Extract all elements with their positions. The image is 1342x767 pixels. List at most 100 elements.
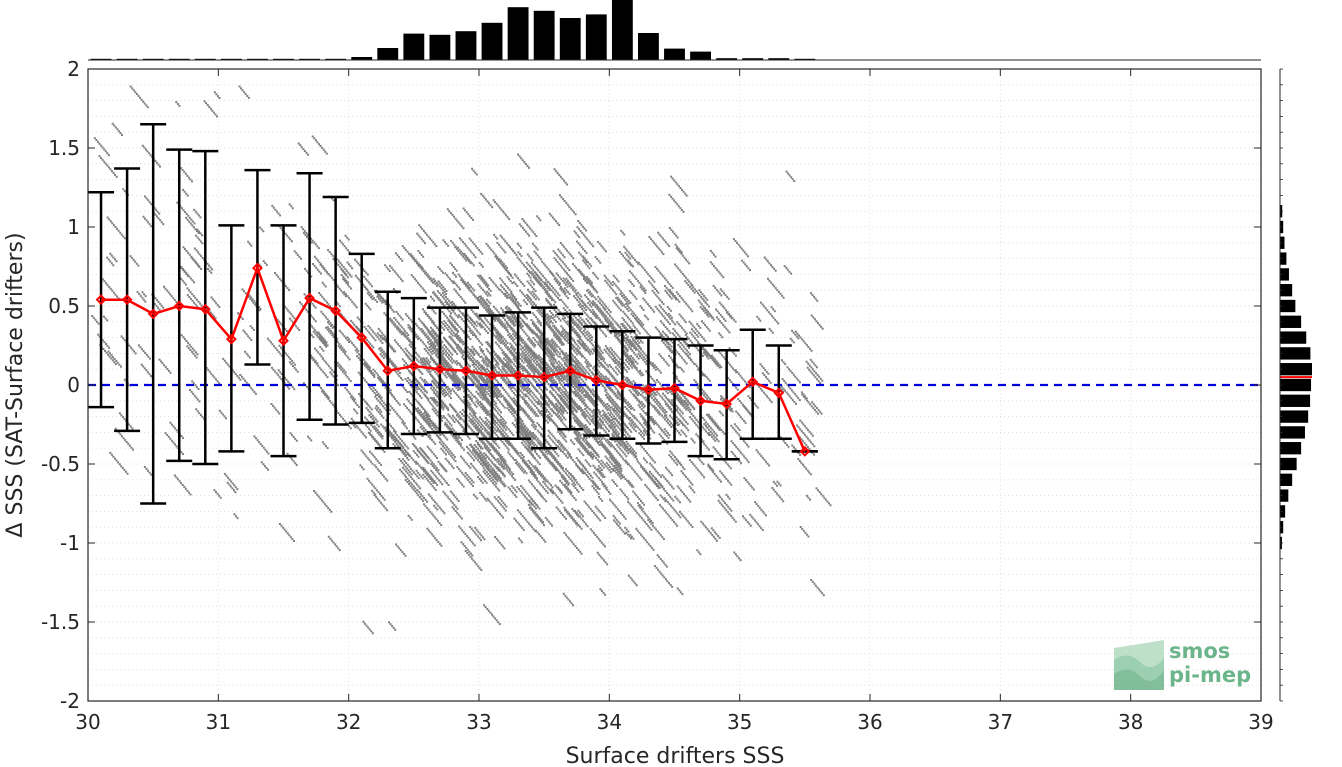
right-histogram-bar xyxy=(1280,410,1309,423)
mean-point xyxy=(669,382,680,394)
binned-mean-series xyxy=(95,262,811,457)
top-histogram-bar xyxy=(168,58,190,60)
right-histogram-bar xyxy=(1280,252,1287,265)
top-histogram-bar xyxy=(611,0,633,60)
top-histogram-bar xyxy=(716,58,738,60)
mean-point xyxy=(252,262,263,274)
right-marginal-histogram xyxy=(1280,68,1312,702)
right-histogram-bar xyxy=(1280,473,1293,486)
top-histogram-bar xyxy=(142,58,164,60)
x-axis-ticks: 30 31 32 33 34 35 36 37 38 39 xyxy=(75,69,1274,734)
mean-point xyxy=(695,395,706,407)
y-tick-label: 0 xyxy=(67,373,80,397)
right-histogram-bar xyxy=(1280,363,1312,376)
x-tick-label: 36 xyxy=(857,710,882,734)
mean-point xyxy=(747,376,759,388)
scatter-cloud xyxy=(91,85,832,635)
top-histogram-bar xyxy=(794,58,816,60)
right-histogram-bar xyxy=(1280,394,1311,407)
top-histogram-bar xyxy=(429,34,451,60)
top-histogram-bar xyxy=(638,33,659,60)
y-tick-label: -2 xyxy=(60,689,80,713)
mean-point xyxy=(408,360,420,372)
mean-point xyxy=(356,332,368,344)
top-histogram-bar xyxy=(481,22,503,60)
top-histogram-bar xyxy=(690,51,711,60)
mean-point xyxy=(95,294,107,306)
error-bar xyxy=(192,149,219,466)
logo-line2: pi-mep xyxy=(1169,663,1251,687)
top-histogram-bar xyxy=(273,58,294,60)
mean-point xyxy=(590,374,602,386)
top-histogram-bar xyxy=(90,58,112,60)
top-histogram-bar xyxy=(194,58,216,60)
top-histogram-bar xyxy=(116,58,138,60)
y-tick-label: 1 xyxy=(67,215,80,239)
y-tick-label: 0.5 xyxy=(48,294,80,318)
mean-point xyxy=(225,333,237,345)
top-histogram-bar xyxy=(533,10,555,61)
y-tick-label: -1 xyxy=(60,531,80,555)
mean-line xyxy=(101,264,806,452)
x-tick-label: 38 xyxy=(1118,710,1143,734)
x-tick-label: 35 xyxy=(727,710,752,734)
mean-point xyxy=(643,384,654,396)
right-histogram-bar xyxy=(1280,378,1312,392)
top-histogram-bar xyxy=(351,57,373,60)
right-histogram-bar xyxy=(1280,442,1302,455)
top-histogram-bar xyxy=(403,33,425,60)
x-tick-label: 31 xyxy=(206,710,231,734)
x-tick-label: 37 xyxy=(988,710,1013,734)
mean-point xyxy=(434,363,446,375)
mean-point xyxy=(486,370,498,381)
top-histogram-bar xyxy=(742,58,764,60)
top-histogram-bar xyxy=(247,58,268,60)
top-histogram-bar xyxy=(325,58,347,60)
x-tick-label: 33 xyxy=(466,710,491,734)
x-axis-label: Surface drifters SSS xyxy=(566,744,785,767)
right-histogram-bar xyxy=(1280,347,1311,360)
mean-point xyxy=(199,303,211,315)
top-histogram-bar xyxy=(507,7,529,60)
top-histogram-bar xyxy=(585,14,607,60)
mean-point xyxy=(721,398,733,410)
y-tick-label: 1.5 xyxy=(48,136,80,160)
mean-point xyxy=(382,365,394,377)
right-histogram-bar xyxy=(1280,426,1305,439)
error-bar xyxy=(296,172,323,422)
right-histogram-bar xyxy=(1280,331,1307,344)
right-histogram-bar xyxy=(1280,268,1289,281)
y-axis-ticks: 2 1.5 1 0.5 0 -0.5 -1 -1.5 -2 xyxy=(41,57,1261,713)
mean-point xyxy=(173,300,185,312)
mean-point xyxy=(278,335,289,347)
top-histogram-bar xyxy=(299,58,320,60)
mean-point xyxy=(121,294,133,306)
right-histogram-bar xyxy=(1280,489,1289,502)
x-tick-label: 34 xyxy=(597,710,622,734)
y-tick-label: 2 xyxy=(67,57,80,81)
mean-point xyxy=(799,445,811,457)
scatter-points xyxy=(91,85,832,635)
mean-point xyxy=(616,379,628,391)
logo-line1: smos xyxy=(1169,639,1230,663)
top-marginal-histogram xyxy=(90,0,816,61)
top-histogram-bar xyxy=(377,48,399,60)
top-histogram-bar xyxy=(768,58,790,60)
mean-point xyxy=(304,292,315,304)
mean-point xyxy=(773,387,785,399)
logo-wave-icon xyxy=(1114,640,1164,690)
top-histogram-bar xyxy=(220,58,242,60)
mean-point xyxy=(512,370,524,381)
top-histogram-bar xyxy=(664,48,685,60)
right-histogram-bar xyxy=(1280,457,1297,471)
error-bar xyxy=(479,314,506,440)
x-tick-label: 32 xyxy=(336,710,361,734)
right-histogram-bar xyxy=(1280,284,1293,297)
y-axis-label: Δ SSS (SAT-Surface drifters) xyxy=(3,232,28,537)
mean-point xyxy=(564,365,576,377)
mean-point xyxy=(147,308,159,320)
error-bar xyxy=(661,337,688,444)
mean-point xyxy=(460,365,472,377)
top-histogram-bar xyxy=(455,31,477,60)
